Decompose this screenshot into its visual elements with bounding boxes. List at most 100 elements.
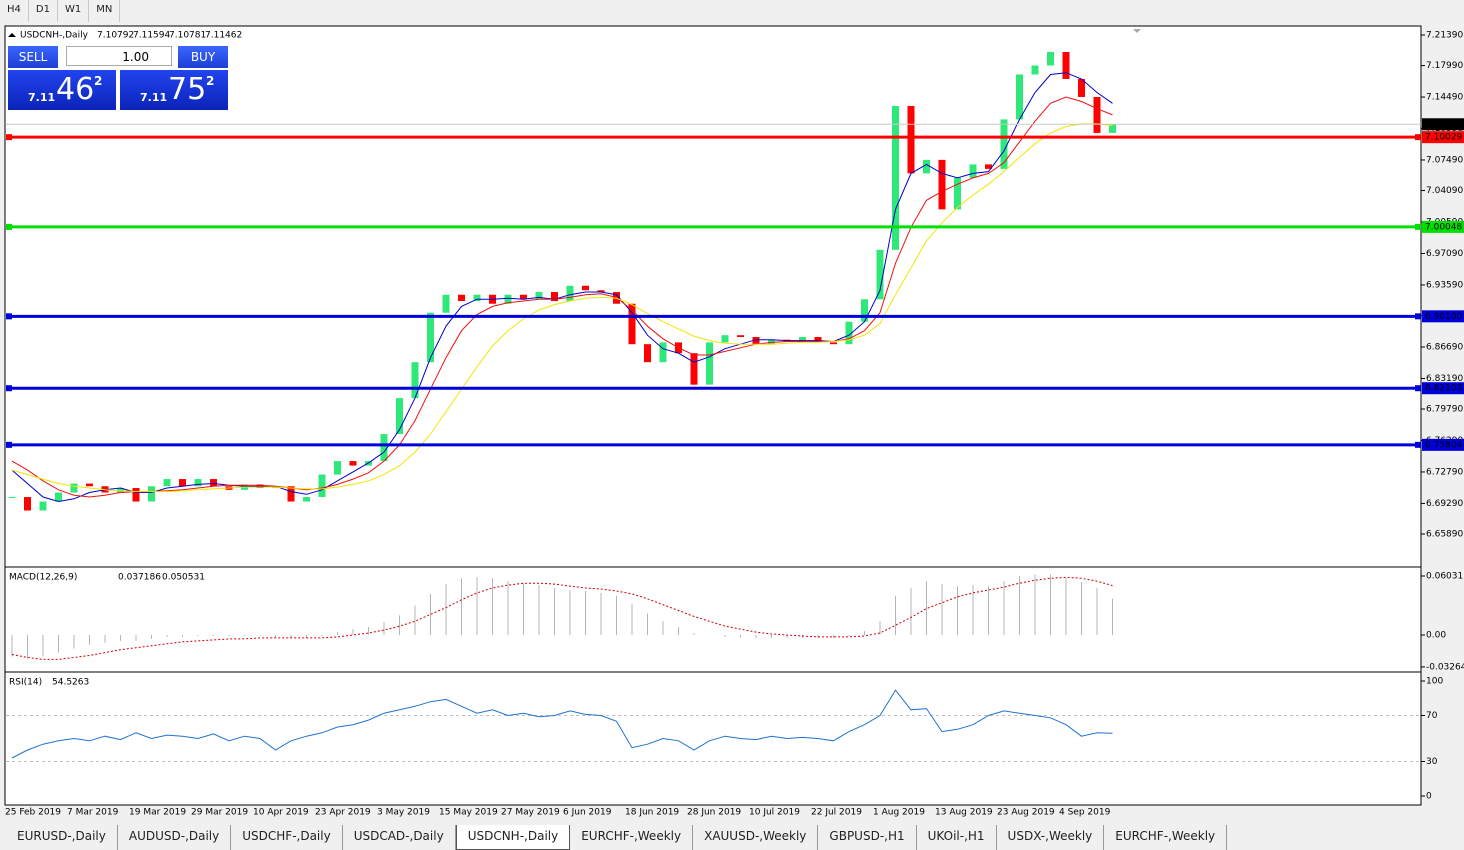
level-handle <box>1415 134 1421 141</box>
y-tick-label: 6.72790 <box>1426 467 1463 477</box>
x-tick-label: 15 May 2019 <box>439 808 498 818</box>
y-tick-label: 70 <box>1426 711 1438 721</box>
candle-body <box>985 164 992 169</box>
candle-body <box>287 486 295 502</box>
level-price-box <box>1422 310 1464 323</box>
candle-body <box>427 312 434 363</box>
candle-body <box>1109 124 1116 133</box>
candle-body <box>551 292 558 302</box>
x-tick-label: 10 Apr 2019 <box>253 808 309 818</box>
indicator-line <box>11 689 1113 759</box>
level-price-box <box>1422 220 1464 233</box>
sell-quote[interactable]: 7.11 46 2 <box>8 70 116 110</box>
timeframe-button[interactable]: H4 <box>0 0 29 22</box>
candle-body <box>752 337 760 345</box>
level-handle <box>6 385 12 392</box>
candles <box>8 52 1116 511</box>
quote-close: 7.11462 <box>205 31 242 41</box>
price-sup: 2 <box>94 74 103 88</box>
sell-button[interactable]: SELL <box>8 46 58 68</box>
timeframe-button[interactable]: W1 <box>58 0 90 22</box>
signal-line <box>11 576 1113 660</box>
chart-tab[interactable]: GBPUSD-,H1 <box>818 825 917 850</box>
x-tick-label: 27 May 2019 <box>501 808 560 818</box>
candle-body <box>303 497 310 502</box>
candle-body <box>892 105 899 250</box>
x-tick-label: 4 Sep 2019 <box>1059 808 1111 818</box>
x-tick-label: 3 May 2019 <box>377 808 430 818</box>
candle-body <box>644 344 651 363</box>
candle-body <box>861 299 868 322</box>
chart-tab[interactable]: USDX-,Weekly <box>997 825 1105 850</box>
buy-button[interactable]: BUY <box>178 46 228 68</box>
y-tick-label: 6.79790 <box>1426 405 1463 415</box>
level-price-box <box>1422 131 1464 144</box>
candle-body <box>70 483 78 493</box>
chart-tab[interactable]: EURUSD-,Daily <box>6 825 118 850</box>
x-tick-label: 1 Aug 2019 <box>873 808 925 818</box>
x-tick-label: 18 Jun 2019 <box>625 808 679 818</box>
current-price-label: 7.11462 <box>1425 120 1462 130</box>
candle-body <box>1031 65 1039 75</box>
y-tick-label: 7.07490 <box>1426 155 1463 165</box>
level-price-label: 6.90100 <box>1425 312 1462 322</box>
candle-body <box>55 492 62 502</box>
chart-symbol: USDCNH-,Daily <box>20 31 89 41</box>
candle-body <box>876 249 884 300</box>
buy-quote[interactable]: 7.11 75 2 <box>120 70 228 110</box>
candle-body <box>907 105 915 174</box>
chart-tab[interactable]: XAUUSD-,Weekly <box>693 825 819 850</box>
quote-open: 7.10792 <box>97 31 134 41</box>
lot-input[interactable]: 1.00 <box>66 46 172 66</box>
candle-body <box>1078 78 1085 97</box>
candle-body <box>334 461 341 475</box>
timeframe-button[interactable]: D1 <box>29 0 58 22</box>
x-tick-label: 6 Jun 2019 <box>563 808 612 818</box>
chart-tab[interactable]: USDCAD-,Daily <box>343 825 456 850</box>
candle-body <box>799 337 806 342</box>
y-tick-label: 6.69290 <box>1426 499 1463 509</box>
y-tick-label: -0.032648 <box>1426 662 1464 672</box>
level-handle <box>1415 441 1421 448</box>
candle-body <box>148 486 155 502</box>
chart-tab[interactable]: UKOil-,H1 <box>917 825 997 850</box>
price-prefix: 7.11 <box>140 91 168 104</box>
chart-tab[interactable]: EURCHF-,Weekly <box>1104 825 1228 850</box>
y-tick-label: 7.14490 <box>1426 93 1463 103</box>
chart-tab[interactable]: AUDUSD-,Daily <box>118 825 232 850</box>
y-tick-label: 7.04090 <box>1426 186 1463 196</box>
chart-tab[interactable]: EURCHF-,Weekly <box>570 825 694 850</box>
y-tick-label: 7.21390 <box>1426 31 1463 41</box>
candle-body <box>504 294 512 304</box>
chart-tab[interactable]: USDCHF-,Daily <box>231 825 343 850</box>
level-price-label: 7.10029 <box>1425 133 1462 143</box>
timeframe-button[interactable]: MN <box>89 0 121 22</box>
level-handle <box>6 134 12 141</box>
x-tick-label: 13 Aug 2019 <box>935 808 993 818</box>
candle-body <box>458 294 465 302</box>
timeframe-toolbar: H4 D1 W1 MN <box>0 0 121 22</box>
chart-tab[interactable]: USDCNH-,Daily <box>455 825 571 850</box>
candle-body <box>39 501 47 511</box>
y-tick-label: 6.65890 <box>1426 529 1463 539</box>
chart: 7.213907.179907.144907.109907.074907.040… <box>4 25 1464 818</box>
candle-body <box>473 294 481 302</box>
x-tick-label: 25 Feb 2019 <box>5 808 61 818</box>
candle-body <box>1016 74 1023 120</box>
collapse-icon[interactable] <box>8 33 16 37</box>
level-handle <box>6 223 12 230</box>
price-prefix: 7.11 <box>28 91 56 104</box>
x-tick-label: 19 Mar 2019 <box>129 808 186 818</box>
level-handle <box>1415 385 1421 392</box>
candle-body <box>923 159 930 174</box>
price-big: 46 <box>56 72 95 107</box>
level-price-box <box>1422 382 1464 395</box>
level-price-label: 7.00048 <box>1425 222 1462 232</box>
macd-value: 0.037186 <box>118 573 161 583</box>
y-tick-label: 6.93590 <box>1426 280 1463 290</box>
level-handle <box>6 441 12 448</box>
indicator-title: MACD(12,26,9) <box>9 573 77 583</box>
level-handle <box>6 313 12 320</box>
price-big: 75 <box>168 72 207 107</box>
y-tick-label: 6.83190 <box>1426 374 1463 384</box>
